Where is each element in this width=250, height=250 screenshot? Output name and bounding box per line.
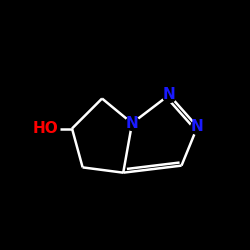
Text: N: N	[191, 119, 204, 134]
Text: HO: HO	[33, 121, 58, 136]
Text: N: N	[163, 88, 175, 102]
Text: N: N	[126, 116, 138, 131]
